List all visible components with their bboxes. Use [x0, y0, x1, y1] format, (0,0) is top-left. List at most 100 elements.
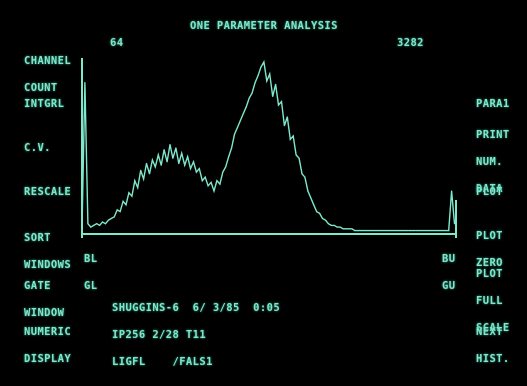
- histogram-point: [401, 230, 403, 232]
- histogram-point: [365, 230, 368, 232]
- histogram-point: [374, 230, 376, 232]
- menu-print-num-data[interactable]: PRINT NUM. DATA: [476, 129, 510, 195]
- histogram-point: [204, 176, 206, 178]
- histogram-point: [404, 230, 406, 232]
- histogram-point: [207, 185, 209, 187]
- histogram-point: [316, 211, 318, 213]
- histogram-point: [113, 216, 115, 218]
- menu-rescale[interactable]: RESCALE: [24, 186, 72, 198]
- histogram-point: [228, 156, 230, 158]
- histogram-point: [125, 204, 127, 206]
- menu-cv[interactable]: C.V.: [24, 142, 51, 154]
- histogram-point: [93, 224, 95, 226]
- histogram-point: [383, 230, 385, 232]
- histogram-point: [327, 223, 329, 225]
- histogram-point: [386, 230, 388, 232]
- histogram-point: [128, 192, 130, 194]
- histogram-point: [148, 173, 151, 175]
- histogram-point: [442, 230, 444, 232]
- histogram-point: [184, 164, 186, 166]
- menu-plot-zero[interactable]: PLOT ZERO: [476, 230, 503, 269]
- histogram-point: [236, 126, 239, 128]
- histogram-point: [101, 221, 104, 223]
- histogram-point: [266, 80, 268, 82]
- histogram-point: [319, 212, 321, 214]
- histogram-point: [187, 156, 189, 158]
- histogram-point: [430, 230, 432, 232]
- menu-next-hist[interactable]: NEXT HIST.: [476, 326, 510, 365]
- histogram-point: [225, 166, 227, 168]
- histogram-point: [360, 230, 362, 232]
- histogram-point: [448, 230, 450, 232]
- cursor-label-bu: BU GU: [442, 253, 456, 292]
- histogram-point: [122, 200, 124, 202]
- menu-sort-windows[interactable]: SORT WINDOWS: [24, 232, 72, 271]
- histogram-point: [157, 154, 159, 156]
- histogram-point: [151, 159, 153, 161]
- histogram-point: [254, 82, 256, 84]
- histogram-point: [145, 162, 148, 165]
- histogram-point: [210, 181, 212, 183]
- sample-info: SHUGGINS-6 6/ 3/85 0:05 IP256 2/28 T11 L…: [112, 302, 281, 368]
- histogram-point: [333, 224, 335, 226]
- histogram-point: [257, 75, 259, 77]
- histogram-point: [260, 66, 262, 68]
- histogram-point: [263, 61, 265, 63]
- histogram-point: [436, 230, 438, 232]
- histogram-point: [398, 230, 400, 232]
- histogram-point: [172, 157, 174, 159]
- histogram-point: [242, 113, 244, 115]
- histogram-point: [110, 217, 112, 220]
- histogram-axes: [81, 58, 457, 238]
- histogram-point: [137, 187, 139, 189]
- histogram-point: [178, 162, 180, 165]
- histogram-point: [201, 180, 203, 182]
- histogram-point: [107, 219, 109, 221]
- histogram-point: [313, 204, 315, 206]
- histogram-trace: [81, 59, 456, 232]
- histogram-point: [277, 104, 280, 106]
- histogram-point: [445, 230, 447, 232]
- histogram-point: [421, 230, 423, 232]
- histogram-point: [339, 226, 341, 228]
- histogram-point: [87, 223, 89, 225]
- histogram-plot: [81, 58, 457, 238]
- histogram-point: [104, 223, 107, 225]
- menu-intgrl[interactable]: INTGRL: [24, 98, 65, 110]
- histogram-point: [90, 226, 92, 228]
- histogram-point: [286, 116, 288, 118]
- menu-gate-window[interactable]: GATE WINDOW: [24, 280, 65, 319]
- histogram-point: [409, 230, 412, 232]
- histogram-point: [154, 166, 156, 168]
- histogram-point: [119, 211, 121, 213]
- histogram-point: [412, 230, 415, 232]
- histogram-point: [363, 230, 365, 232]
- histogram-point: [439, 230, 441, 232]
- histogram-point: [239, 119, 241, 122]
- channel-label: CHANNEL COUNT: [24, 55, 72, 94]
- histogram-point: [395, 230, 397, 232]
- histogram-point: [330, 224, 332, 226]
- menu-numeric-display[interactable]: NUMERIC DISPLAY: [24, 326, 72, 365]
- histogram-point: [351, 228, 353, 230]
- histogram-point: [166, 161, 168, 163]
- histogram-point: [275, 83, 277, 85]
- histogram-point: [143, 178, 145, 180]
- histogram-series-line: [81, 59, 456, 232]
- menu-plot-full-scale[interactable]: PLOT FULL SCALE: [476, 268, 510, 334]
- histogram-point: [321, 217, 324, 220]
- histogram-point: [140, 169, 142, 171]
- histogram-point: [192, 161, 195, 163]
- histogram-point: [181, 152, 183, 154]
- histogram-point: [357, 230, 359, 232]
- histogram-point: [348, 228, 350, 230]
- menu-para1[interactable]: PARA1: [476, 98, 510, 110]
- menu-plot[interactable]: PLOT: [476, 186, 503, 198]
- histogram-point: [289, 138, 291, 140]
- histogram-point: [245, 106, 247, 108]
- histogram-point: [298, 157, 300, 159]
- histogram-point: [453, 223, 456, 225]
- histogram-point: [163, 149, 165, 151]
- histogram-point: [131, 195, 133, 197]
- histogram-point: [415, 230, 417, 232]
